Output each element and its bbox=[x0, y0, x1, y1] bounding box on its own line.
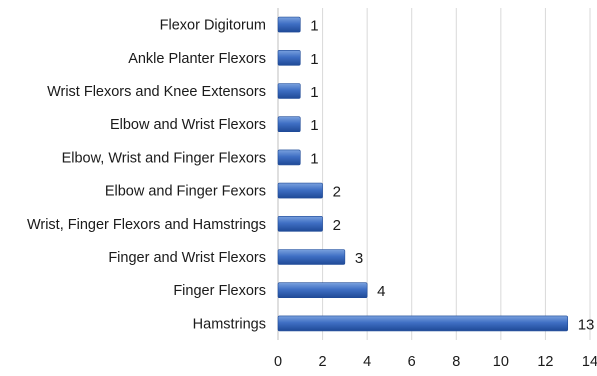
data-label: 2 bbox=[333, 217, 341, 234]
x-tick-label: 14 bbox=[582, 354, 597, 370]
category-label: Elbow and Wrist Flexors bbox=[110, 117, 266, 133]
data-label: 1 bbox=[310, 117, 318, 134]
category-label: Hamstrings bbox=[193, 316, 266, 332]
data-label: 1 bbox=[310, 51, 318, 68]
category-label: Wrist Flexors and Knee Extensors bbox=[47, 84, 266, 100]
bar bbox=[277, 249, 346, 265]
x-tick-label: 8 bbox=[452, 354, 460, 370]
x-tick-label: 6 bbox=[408, 354, 416, 370]
bar bbox=[277, 16, 301, 33]
category-label: Finger Flexors bbox=[173, 283, 266, 299]
x-tick-label: 2 bbox=[319, 354, 327, 370]
bar bbox=[277, 315, 569, 332]
category-label: Flexor Digitorum bbox=[160, 18, 266, 34]
x-axis-ticks: 0 2 4 6 8 10 12 14 bbox=[274, 354, 597, 370]
x-tick-label: 4 bbox=[363, 354, 371, 370]
category-label: Ankle Planter Flexors bbox=[128, 51, 266, 67]
category-labels: Hamstrings Finger Flexors Finger and Wrist… bbox=[27, 18, 266, 333]
category-label: Elbow and Finger Fexors bbox=[105, 184, 266, 200]
data-label: 3 bbox=[355, 250, 363, 267]
data-label: 13 bbox=[578, 316, 595, 333]
data-label: 1 bbox=[310, 18, 318, 35]
category-label: Elbow, Wrist and Finger Flexors bbox=[62, 150, 266, 166]
bar bbox=[277, 149, 301, 166]
x-tick-label: 12 bbox=[537, 354, 553, 370]
bar bbox=[277, 216, 323, 232]
data-label: 2 bbox=[333, 184, 341, 201]
data-label: 1 bbox=[310, 84, 318, 101]
data-label: 1 bbox=[310, 150, 318, 167]
bar bbox=[277, 49, 301, 66]
data-label: 4 bbox=[377, 283, 385, 300]
bars bbox=[277, 16, 569, 332]
bar bbox=[277, 282, 368, 299]
bar bbox=[277, 83, 301, 99]
gridlines bbox=[277, 8, 591, 340]
category-label: Finger and Wrist Flexors bbox=[108, 250, 266, 266]
category-label: Wrist, Finger Flexors and Hamstrings bbox=[27, 217, 266, 233]
x-tick-label: 0 bbox=[274, 354, 282, 370]
x-tick-label: 10 bbox=[493, 354, 509, 370]
bar bbox=[277, 116, 301, 132]
bar bbox=[277, 182, 323, 199]
